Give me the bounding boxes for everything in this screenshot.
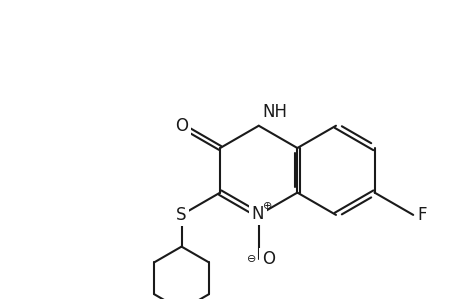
Text: O: O	[175, 117, 188, 135]
Text: S: S	[176, 206, 186, 224]
Text: NH: NH	[262, 103, 287, 121]
Text: F: F	[416, 206, 426, 224]
Text: ⊖: ⊖	[247, 254, 256, 265]
Text: ⊕: ⊕	[263, 201, 272, 211]
Text: O: O	[261, 250, 274, 268]
Text: N: N	[251, 205, 263, 223]
